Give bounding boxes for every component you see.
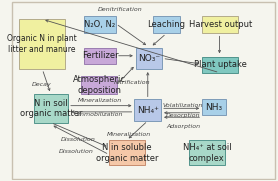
Text: NH₄⁺: NH₄⁺ bbox=[137, 106, 159, 115]
Text: Mineralization: Mineralization bbox=[78, 98, 122, 103]
FancyBboxPatch shape bbox=[135, 99, 161, 121]
FancyBboxPatch shape bbox=[202, 99, 226, 115]
Text: NH₄⁺ at soil
complex: NH₄⁺ at soil complex bbox=[183, 143, 231, 163]
FancyBboxPatch shape bbox=[109, 140, 145, 165]
FancyBboxPatch shape bbox=[84, 16, 116, 33]
FancyBboxPatch shape bbox=[34, 94, 68, 123]
Text: Mineralization: Mineralization bbox=[107, 132, 151, 137]
Text: N₂O, N₂: N₂O, N₂ bbox=[85, 20, 115, 29]
Text: NO₃⁻: NO₃⁻ bbox=[138, 54, 160, 63]
Text: Dissolution: Dissolution bbox=[61, 137, 96, 142]
Text: Volatilization: Volatilization bbox=[163, 103, 203, 108]
Text: Nitrification: Nitrification bbox=[113, 80, 150, 85]
Text: Immobilization: Immobilization bbox=[77, 112, 123, 117]
Text: Organic N in plant
litter and manure: Organic N in plant litter and manure bbox=[7, 34, 77, 54]
Text: Desorption: Desorption bbox=[166, 113, 200, 118]
FancyBboxPatch shape bbox=[81, 76, 117, 94]
FancyBboxPatch shape bbox=[202, 16, 238, 33]
Text: Plant uptake: Plant uptake bbox=[194, 60, 247, 69]
Text: Leaching: Leaching bbox=[147, 20, 185, 29]
FancyBboxPatch shape bbox=[153, 16, 180, 33]
Text: N in soluble
organic matter: N in soluble organic matter bbox=[96, 143, 158, 163]
Text: Adsorption: Adsorption bbox=[166, 124, 200, 129]
FancyBboxPatch shape bbox=[202, 57, 238, 73]
Text: Denitrification: Denitrification bbox=[98, 7, 142, 12]
Text: Harvest output: Harvest output bbox=[188, 20, 252, 29]
FancyBboxPatch shape bbox=[19, 19, 65, 69]
Text: N in soil
organic matter: N in soil organic matter bbox=[19, 99, 82, 118]
FancyBboxPatch shape bbox=[189, 140, 225, 165]
Text: Atmospheric
deposition: Atmospheric deposition bbox=[73, 75, 126, 95]
Text: Dissolution: Dissolution bbox=[59, 150, 93, 155]
Text: Decay: Decay bbox=[32, 82, 51, 87]
Text: Fertilizer: Fertilizer bbox=[82, 51, 118, 60]
Text: NH₃: NH₃ bbox=[206, 103, 223, 112]
FancyBboxPatch shape bbox=[136, 48, 162, 69]
FancyBboxPatch shape bbox=[84, 48, 116, 64]
